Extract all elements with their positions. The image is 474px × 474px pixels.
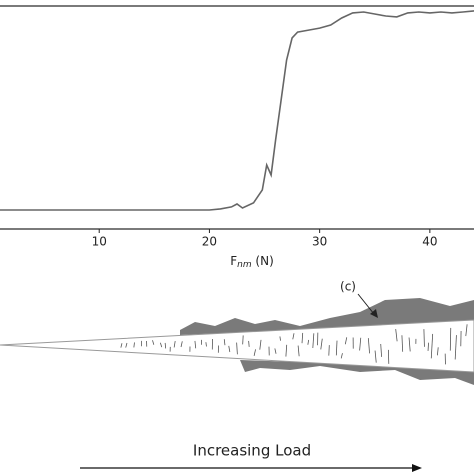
- crack: [340, 353, 343, 359]
- crack: [307, 339, 310, 345]
- load-label: Increasing Load: [193, 442, 311, 460]
- crack: [242, 335, 244, 345]
- crack: [408, 337, 411, 352]
- crack: [374, 350, 377, 363]
- crack: [380, 343, 382, 357]
- crack: [285, 344, 288, 357]
- x-tick-label: 10: [92, 235, 107, 249]
- callout-arrow: [357, 293, 375, 315]
- crack: [292, 333, 295, 340]
- cracks: [120, 324, 468, 365]
- crack: [205, 342, 207, 347]
- crack: [297, 345, 300, 357]
- crack: [359, 337, 362, 351]
- crack: [253, 349, 256, 356]
- crack: [120, 343, 123, 348]
- crack: [454, 335, 457, 360]
- crack: [194, 340, 197, 349]
- crack: [427, 342, 429, 351]
- x-tick-label: 40: [422, 235, 437, 249]
- crack: [367, 338, 370, 354]
- crack: [180, 341, 183, 348]
- x-axis-label: Fnm (N): [230, 254, 274, 270]
- crack: [279, 336, 281, 341]
- data-line: [0, 10, 474, 211]
- crack: [274, 348, 277, 354]
- crack: [423, 329, 425, 347]
- debris-upper: [180, 298, 474, 335]
- crack: [465, 324, 468, 337]
- crack: [320, 338, 323, 350]
- callout-label: (c): [340, 280, 356, 294]
- x-label-unit: (N): [252, 254, 274, 268]
- crack: [160, 342, 163, 348]
- crack: [312, 333, 315, 348]
- callout-arrowhead: [370, 309, 378, 318]
- crack: [259, 339, 262, 350]
- crack: [133, 342, 135, 348]
- crack: [248, 340, 250, 347]
- crack: [401, 335, 404, 352]
- plot-frame: [0, 5, 474, 230]
- crack: [173, 340, 176, 348]
- x-tick-label: 20: [202, 235, 217, 249]
- x-label-main: F: [230, 254, 237, 268]
- crack: [344, 337, 348, 345]
- x-label-sub: nm: [237, 260, 252, 270]
- crack: [301, 332, 304, 344]
- crack: [228, 345, 231, 353]
- crack: [437, 347, 439, 356]
- scratch-track: [0, 298, 474, 385]
- crack: [395, 328, 398, 342]
- crack: [223, 339, 226, 346]
- crack: [125, 342, 128, 348]
- load-arrowhead: [412, 464, 422, 472]
- crack: [430, 333, 434, 359]
- crack: [152, 340, 155, 345]
- crack: [164, 342, 167, 349]
- crack: [335, 340, 338, 356]
- crack: [236, 342, 238, 355]
- x-tick-label: 30: [312, 235, 327, 249]
